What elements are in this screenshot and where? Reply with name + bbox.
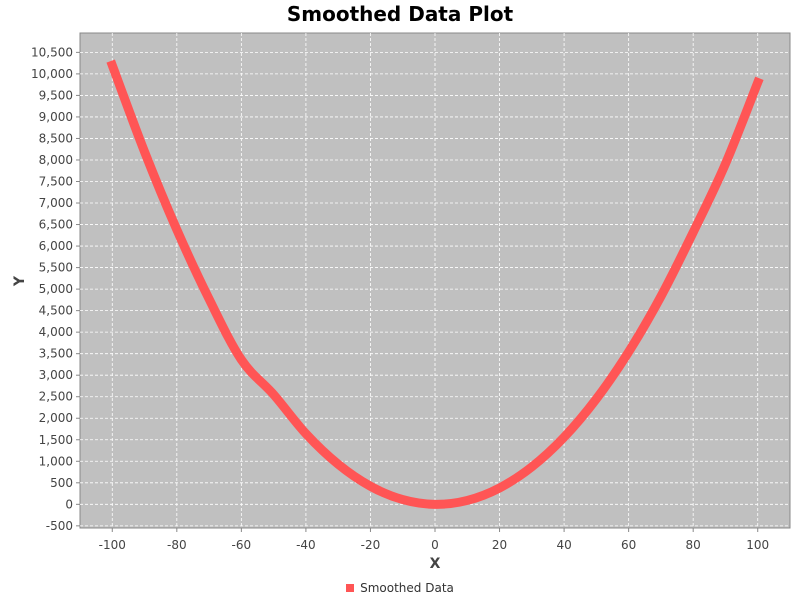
x-tick-label: -20 xyxy=(361,538,381,552)
y-tick-label: 7,500 xyxy=(39,175,73,189)
x-tick-label: 60 xyxy=(621,538,636,552)
y-tick-label: 6,000 xyxy=(39,239,73,253)
y-tick-label: 3,000 xyxy=(39,368,73,382)
y-tick-label: 3,500 xyxy=(39,347,73,361)
y-tick-label: 4,000 xyxy=(39,325,73,339)
y-tick-label: 5,000 xyxy=(39,282,73,296)
grid-lines xyxy=(80,33,790,528)
y-tick-label: -500 xyxy=(46,519,73,533)
legend-swatch xyxy=(346,584,355,592)
y-tick-label: 0 xyxy=(65,497,73,511)
y-tick-label: 9,500 xyxy=(39,88,73,102)
x-tick-label: 80 xyxy=(686,538,701,552)
chart-title: Smoothed Data Plot xyxy=(286,2,514,26)
y-tick-label: 8,000 xyxy=(39,153,73,167)
y-tick-label: 1,000 xyxy=(39,454,73,468)
legend-label: Smoothed Data xyxy=(360,581,454,595)
y-axis-label: Y xyxy=(12,275,28,287)
series-layer xyxy=(106,59,764,509)
x-tick-label: -100 xyxy=(99,538,126,552)
y-tick-label: 5,500 xyxy=(39,261,73,275)
y-tick-label: 10,500 xyxy=(31,45,73,59)
y-tick-label: 500 xyxy=(50,476,73,490)
x-tick-label: -80 xyxy=(167,538,187,552)
y-tick-label: 8,500 xyxy=(39,131,73,145)
y-tick-label: 9,000 xyxy=(39,110,73,124)
y-tick-label: 2,000 xyxy=(39,411,73,425)
y-tick-label: 1,500 xyxy=(39,433,73,447)
legend: Smoothed Data xyxy=(0,581,800,595)
x-axis-label: X xyxy=(430,556,441,572)
y-tick-label: 10,000 xyxy=(31,67,73,81)
y-tick-label: 6,500 xyxy=(39,218,73,232)
x-tick-label: 40 xyxy=(556,538,571,552)
x-tick-label: 20 xyxy=(492,538,507,552)
y-tick-label: 7,000 xyxy=(39,196,73,210)
x-tick-label: 0 xyxy=(431,538,439,552)
x-tick-label: -60 xyxy=(232,538,252,552)
axes: -100 -80 -60 -40 -20 0 20 40 60 80 100 -500 0 500 1,00… xyxy=(31,45,769,552)
y-tick-label: 2,500 xyxy=(39,390,73,404)
y-tick-label: 4,500 xyxy=(39,304,73,318)
x-tick-label: 100 xyxy=(746,538,769,552)
series-line xyxy=(106,59,764,509)
x-tick-label: -40 xyxy=(296,538,316,552)
